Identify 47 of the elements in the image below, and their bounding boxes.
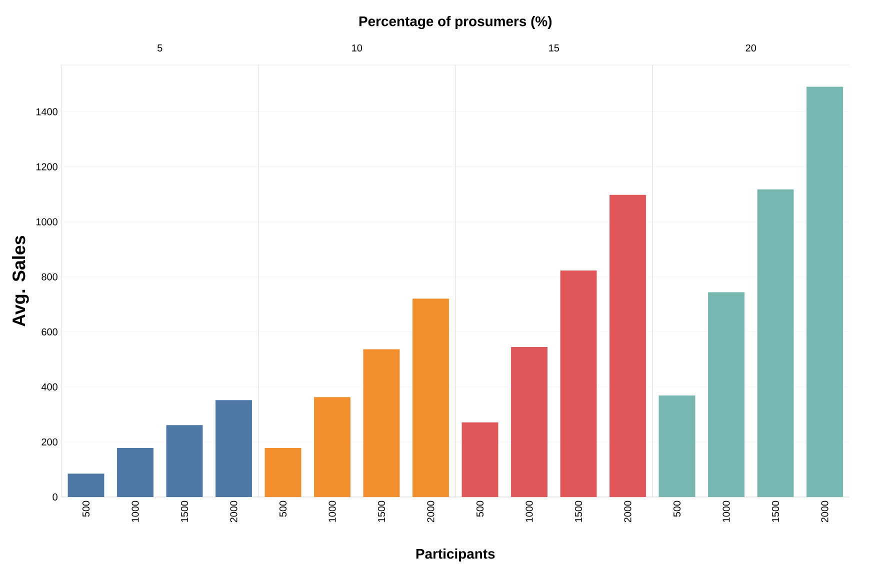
x-tick-label: 1500 (378, 500, 386, 522)
chart-title: 15 (549, 44, 560, 52)
y-tick-label: 1000 (36, 218, 58, 226)
y-tick-label: 200 (42, 438, 58, 446)
y-tick-label: 0 (52, 493, 58, 501)
x-tick-label: 1500 (574, 500, 582, 522)
x-tick-label: 1500 (180, 500, 188, 522)
chart-title: 20 (746, 44, 756, 52)
bar (166, 425, 203, 497)
y-tick-label: 800 (42, 273, 58, 280)
x-tick-label: 2000 (624, 500, 632, 522)
x-tick-label: 1000 (526, 500, 533, 522)
x-tick-label: 500 (476, 500, 484, 517)
y-tick-label: 1400 (36, 108, 58, 116)
bar (412, 298, 449, 497)
bar (117, 448, 154, 497)
bar (314, 397, 350, 497)
bar (68, 474, 104, 497)
x-tick-label: 500 (279, 500, 287, 517)
x-tick-label: 1000 (132, 500, 139, 522)
bar (757, 189, 794, 497)
bar (806, 86, 843, 497)
x-tick-label: 500 (673, 500, 681, 517)
bar (462, 422, 498, 497)
y-tick-label: 600 (42, 328, 58, 336)
x-tick-label: 2000 (230, 500, 238, 522)
x-tick-label: 2000 (821, 500, 828, 522)
bar (511, 347, 548, 497)
bar (264, 448, 302, 497)
bar (658, 395, 696, 497)
chart-title: 5 (158, 44, 162, 52)
y-tick-label: 1200 (36, 163, 58, 170)
x-tick-label: 1000 (328, 500, 336, 522)
bar (708, 292, 744, 497)
bar (560, 270, 597, 497)
text: Percentage of prosumers (%) (359, 16, 552, 30)
y-axis-title: Avg. Sales (12, 236, 29, 326)
x-tick-label: 1500 (772, 500, 780, 522)
x-axis-title: Participants (416, 548, 495, 562)
x-tick-label: 2000 (427, 500, 434, 522)
chart-title: 10 (352, 44, 362, 52)
y-tick-label: 400 (41, 383, 58, 390)
bar (610, 194, 646, 497)
x-tick-label: 500 (82, 500, 90, 517)
bar (363, 349, 400, 497)
bar (216, 400, 252, 497)
x-tick-label: 1000 (722, 500, 730, 522)
